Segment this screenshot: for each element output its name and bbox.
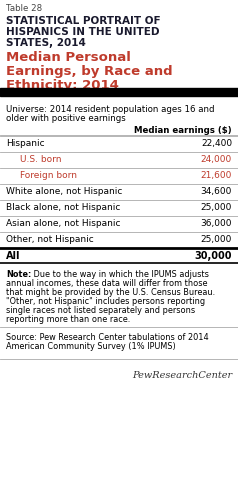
- Text: annual incomes, these data will differ from those: annual incomes, these data will differ f…: [6, 279, 208, 288]
- Text: Other, not Hispanic: Other, not Hispanic: [6, 235, 94, 244]
- Text: reporting more than one race.: reporting more than one race.: [6, 315, 130, 324]
- Text: Earnings, by Race and: Earnings, by Race and: [6, 65, 173, 78]
- Text: single races not listed separately and persons: single races not listed separately and p…: [6, 306, 195, 315]
- Text: Table 28: Table 28: [6, 4, 42, 13]
- Text: Foreign born: Foreign born: [20, 171, 77, 180]
- Text: 30,000: 30,000: [194, 251, 232, 261]
- Text: older with positive earnings: older with positive earnings: [6, 114, 126, 123]
- Text: 34,600: 34,600: [201, 187, 232, 196]
- Text: Source: Pew Research Center tabulations of 2014: Source: Pew Research Center tabulations …: [6, 333, 209, 342]
- Text: Universe: 2014 resident population ages 16 and: Universe: 2014 resident population ages …: [6, 105, 214, 114]
- Text: Median Personal: Median Personal: [6, 51, 131, 64]
- Text: American Community Survey (1% IPUMS): American Community Survey (1% IPUMS): [6, 342, 176, 351]
- Text: HISPANICS IN THE UNITED: HISPANICS IN THE UNITED: [6, 27, 159, 37]
- Text: All: All: [6, 251, 20, 261]
- Text: PewResearchCenter: PewResearchCenter: [132, 371, 232, 380]
- Text: 36,000: 36,000: [200, 219, 232, 228]
- Text: U.S. born: U.S. born: [20, 155, 61, 164]
- Bar: [0, 88, 238, 96]
- Text: STATES, 2014: STATES, 2014: [6, 38, 86, 48]
- Text: Note:: Note:: [6, 270, 31, 279]
- Text: White alone, not Hispanic: White alone, not Hispanic: [6, 187, 122, 196]
- Text: Asian alone, not Hispanic: Asian alone, not Hispanic: [6, 219, 120, 228]
- Text: Ethnicity: 2014: Ethnicity: 2014: [6, 79, 119, 92]
- Text: 21,600: 21,600: [201, 171, 232, 180]
- Text: 22,400: 22,400: [201, 139, 232, 148]
- Text: Hispanic: Hispanic: [6, 139, 45, 148]
- Text: that might be provided by the U.S. Census Bureau.: that might be provided by the U.S. Censu…: [6, 288, 215, 297]
- Text: Due to the way in which the IPUMS adjusts: Due to the way in which the IPUMS adjust…: [31, 270, 209, 279]
- Text: 25,000: 25,000: [201, 203, 232, 212]
- Text: Black alone, not Hispanic: Black alone, not Hispanic: [6, 203, 120, 212]
- Text: Median earnings ($): Median earnings ($): [134, 126, 232, 135]
- Text: "Other, not Hispanic" includes persons reporting: "Other, not Hispanic" includes persons r…: [6, 297, 205, 306]
- Text: 25,000: 25,000: [201, 235, 232, 244]
- Text: STATISTICAL PORTRAIT OF: STATISTICAL PORTRAIT OF: [6, 16, 161, 26]
- Text: 24,000: 24,000: [201, 155, 232, 164]
